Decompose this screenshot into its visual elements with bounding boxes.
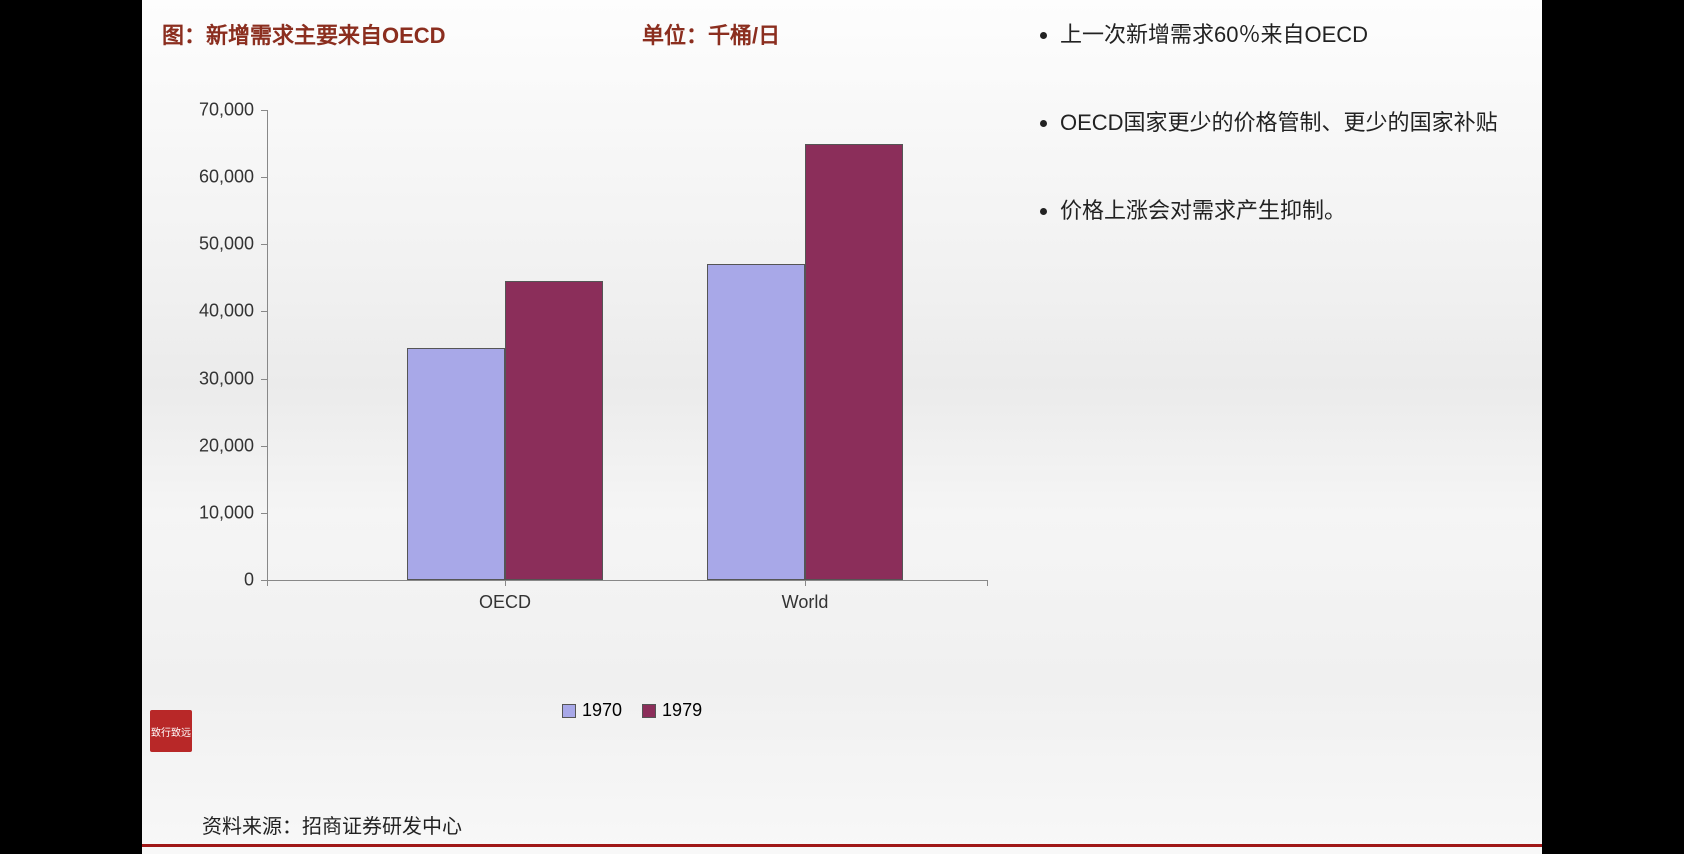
x-tick	[505, 580, 506, 586]
y-tick-mark	[261, 244, 267, 245]
plot-area	[267, 110, 987, 580]
legend-swatch	[562, 704, 576, 718]
legend: 1970 1979	[562, 700, 702, 721]
bar-OECD-1979	[505, 281, 603, 580]
x-label: World	[782, 592, 829, 613]
y-tick-label: 10,000	[199, 502, 254, 523]
y-tick-mark	[261, 580, 267, 581]
chart-unit: 单位：千桶/日	[642, 18, 780, 50]
stamp-text: 致行致远	[151, 724, 191, 739]
chart-area: 0 10,000 20,000 30,000 40,000 50,000 60,000 70,…	[172, 100, 1002, 610]
y-tick-label: 30,000	[199, 368, 254, 389]
footer-red-line	[142, 844, 1542, 847]
bar-OECD-1970	[407, 348, 505, 580]
slide: 图：新增需求主要来自OECD 单位：千桶/日 上一次新增需求60％来自OECD …	[142, 0, 1542, 854]
bullet-item: 价格上涨会对需求产生抑制。	[1060, 194, 1522, 227]
x-label: OECD	[479, 592, 531, 613]
source-text: 资料来源：招商证券研发中心	[202, 810, 462, 839]
y-tick-label: 0	[244, 570, 254, 591]
legend-item-1970: 1970	[562, 700, 622, 721]
x-tick-end	[267, 580, 268, 586]
y-tick-mark	[261, 311, 267, 312]
y-tick-mark	[261, 177, 267, 178]
legend-label: 1970	[582, 700, 622, 721]
y-tick-label: 20,000	[199, 435, 254, 456]
y-tick-label: 70,000	[199, 100, 254, 121]
y-tick-mark	[261, 513, 267, 514]
bullet-list: 上一次新增需求60％来自OECD OECD国家更少的价格管制、更少的国家补贴 价…	[1032, 18, 1522, 282]
y-tick-mark	[261, 379, 267, 380]
x-axis-line	[267, 580, 987, 581]
y-tick-label: 40,000	[199, 301, 254, 322]
y-tick-label: 60,000	[199, 167, 254, 188]
legend-item-1979: 1979	[642, 700, 702, 721]
bullet-item: 上一次新增需求60％来自OECD	[1060, 18, 1522, 51]
bar-World-1970	[707, 264, 805, 580]
legend-swatch	[642, 704, 656, 718]
y-tick-mark	[261, 446, 267, 447]
stamp-logo: 致行致远	[150, 710, 192, 752]
x-tick	[805, 580, 806, 586]
bar-World-1979	[805, 144, 903, 580]
x-tick-end	[987, 580, 988, 586]
y-tick-label: 50,000	[199, 234, 254, 255]
y-tick-mark	[261, 110, 267, 111]
chart-title: 图：新增需求主要来自OECD	[162, 18, 446, 50]
bullet-item: OECD国家更少的价格管制、更少的国家补贴	[1060, 106, 1522, 139]
legend-label: 1979	[662, 700, 702, 721]
y-axis: 010,00020,00030,00040,00050,00060,00070,…	[172, 110, 262, 580]
